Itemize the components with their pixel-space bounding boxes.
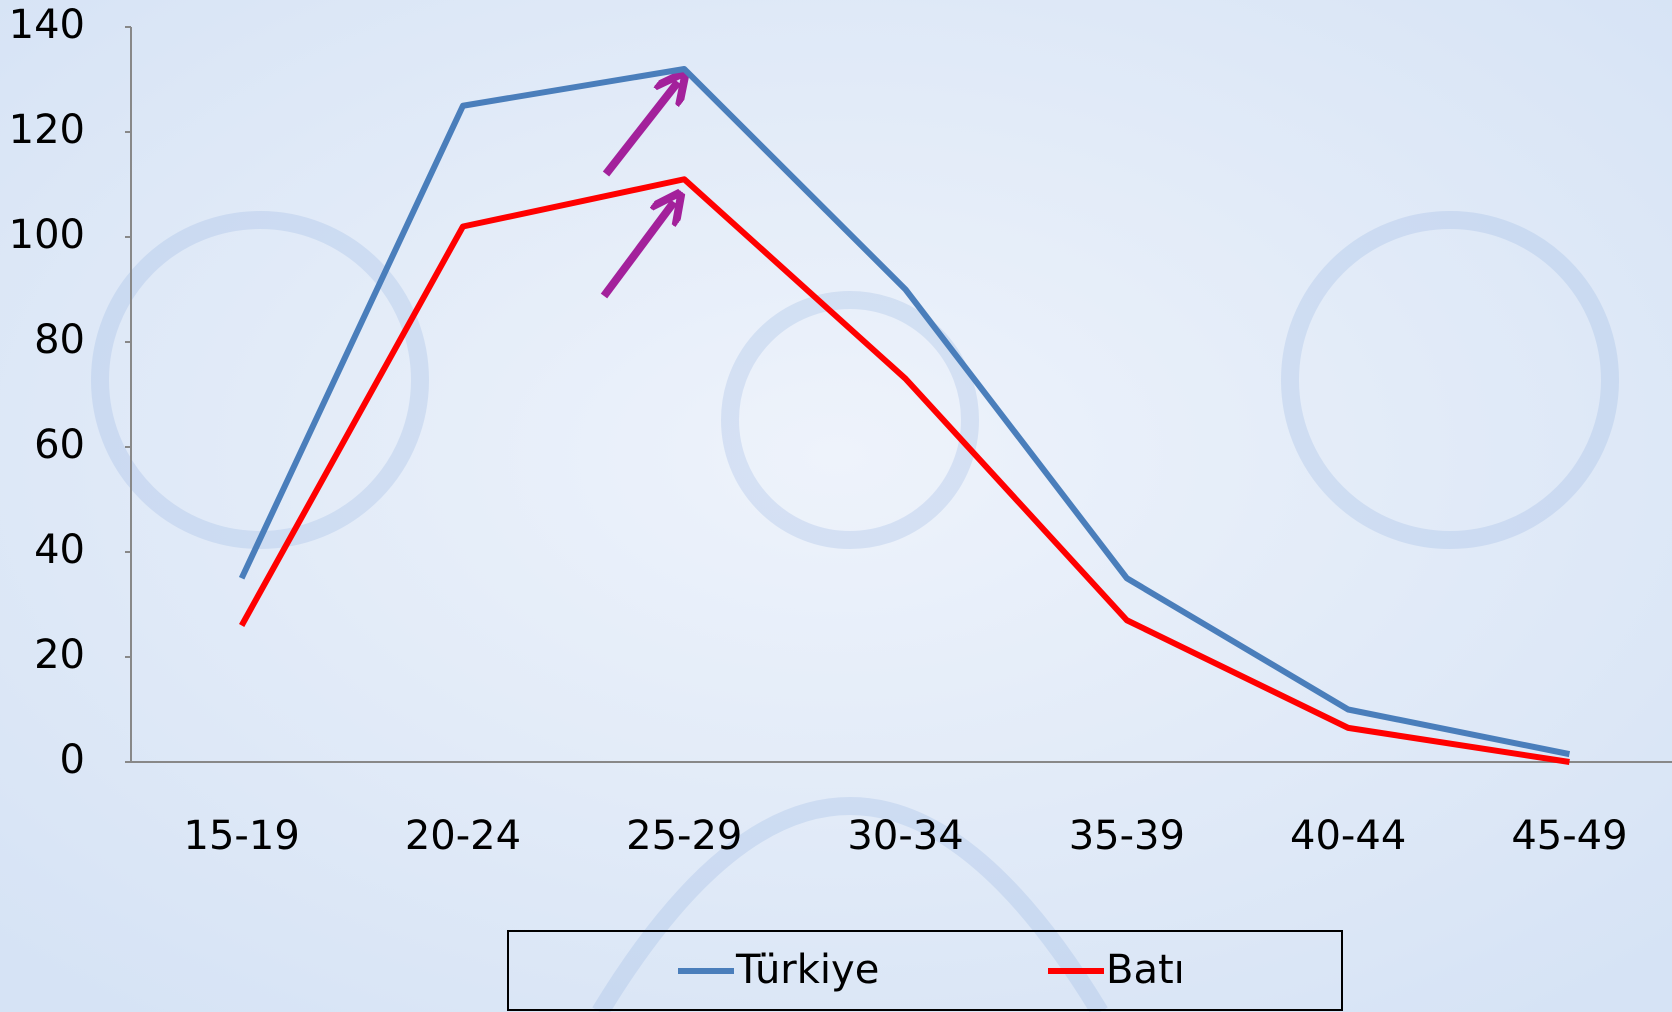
legend-box: [507, 930, 1343, 1011]
y-tick-label: 100: [9, 212, 85, 258]
y-tick-label: 0: [60, 737, 85, 783]
x-tick-label: 40-44: [1290, 813, 1406, 859]
x-tick-label: 20-24: [405, 813, 521, 859]
y-tick-label: 120: [9, 107, 85, 153]
y-tick-label: 140: [9, 2, 85, 48]
series-line: [238, 66, 1571, 758]
y-tick-label: 40: [34, 527, 85, 573]
x-tick-label: 15-19: [184, 813, 300, 859]
legend-label: Türkiye: [735, 947, 879, 993]
y-tick-label: 80: [34, 317, 85, 363]
arrow: [600, 202, 674, 299]
y-tick-label: 60: [34, 422, 85, 468]
x-tick-label: 35-39: [1069, 813, 1185, 859]
arrow: [602, 82, 678, 177]
series-line: [239, 176, 1570, 765]
x-tick-label: 25-29: [626, 813, 742, 859]
legend-label: Batı: [1106, 947, 1185, 993]
x-tick-label: 45-49: [1511, 813, 1627, 859]
y-tick-label: 20: [34, 632, 85, 678]
x-tick-label: 30-34: [847, 813, 963, 859]
